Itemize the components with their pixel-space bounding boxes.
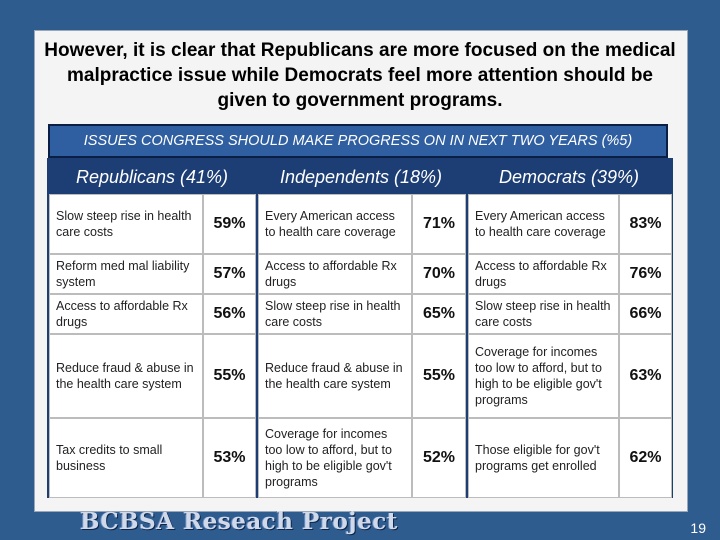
page-number: 19	[690, 520, 706, 536]
issue-cell-dem: Slow steep rise in health care costs	[468, 294, 619, 334]
issue-cell-ind: Access to affordable Rx drugs	[258, 254, 412, 294]
slide-title: However, it is clear that Republicans ar…	[44, 40, 676, 111]
percent-cell-rep: 56%	[203, 294, 256, 334]
issue-cell-dem: Access to affordable Rx drugs	[468, 254, 619, 294]
bcbsa-logo-text: BCBSA Reseach Project	[80, 508, 398, 535]
issue-cell-dem: Coverage for incomes too low to afford, …	[468, 334, 619, 418]
issue-cell-rep: Tax credits to small business	[49, 418, 203, 498]
percent-cell-dem: 83%	[619, 194, 672, 254]
issue-cell-ind: Coverage for incomes too low to afford, …	[258, 418, 412, 498]
percent-cell-rep: 53%	[203, 418, 256, 498]
percent-cell-rep: 55%	[203, 334, 256, 418]
table-banner: ISSUES CONGRESS SHOULD MAKE PROGRESS ON …	[48, 124, 668, 158]
issue-cell-dem: Every American access to health care cov…	[468, 194, 619, 254]
issue-cell-ind: Reduce fraud & abuse in the health care …	[258, 334, 412, 418]
percent-cell-ind: 71%	[412, 194, 466, 254]
issue-cell-rep: Slow steep rise in health care costs	[49, 194, 203, 254]
column-header-independents: Independents (18%)	[279, 166, 443, 187]
percent-cell-dem: 62%	[619, 418, 672, 498]
issue-cell-rep: Access to affordable Rx drugs	[49, 294, 203, 334]
issue-cell-rep: Reduce fraud & abuse in the health care …	[49, 334, 203, 418]
percent-cell-ind: 65%	[412, 294, 466, 334]
percent-cell-rep: 59%	[203, 194, 256, 254]
percent-cell-ind: 52%	[412, 418, 466, 498]
percent-cell-dem: 66%	[619, 294, 672, 334]
issue-cell-dem: Those eligible for gov't programs get en…	[468, 418, 619, 498]
issue-cell-ind: Slow steep rise in health care costs	[258, 294, 412, 334]
percent-cell-ind: 55%	[412, 334, 466, 418]
issue-cell-ind: Every American access to health care cov…	[258, 194, 412, 254]
percent-cell-dem: 63%	[619, 334, 672, 418]
issue-cell-rep: Reform med mal liability system	[49, 254, 203, 294]
percent-cell-dem: 76%	[619, 254, 672, 294]
percent-cell-rep: 57%	[203, 254, 256, 294]
column-header-republicans: Republicans (41%)	[75, 166, 229, 187]
column-header-democrats: Democrats (39%)	[498, 166, 640, 187]
percent-cell-ind: 70%	[412, 254, 466, 294]
